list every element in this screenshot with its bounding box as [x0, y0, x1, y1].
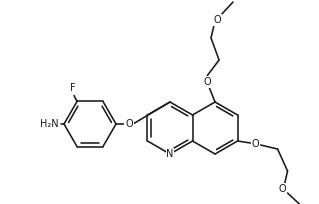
Text: N: N	[166, 149, 174, 159]
Text: O: O	[125, 119, 133, 129]
Text: H₂N: H₂N	[40, 119, 58, 129]
Text: O: O	[203, 77, 211, 87]
Text: F: F	[70, 83, 76, 93]
Text: O: O	[213, 15, 221, 25]
Text: O: O	[279, 184, 286, 194]
Text: O: O	[252, 139, 259, 149]
